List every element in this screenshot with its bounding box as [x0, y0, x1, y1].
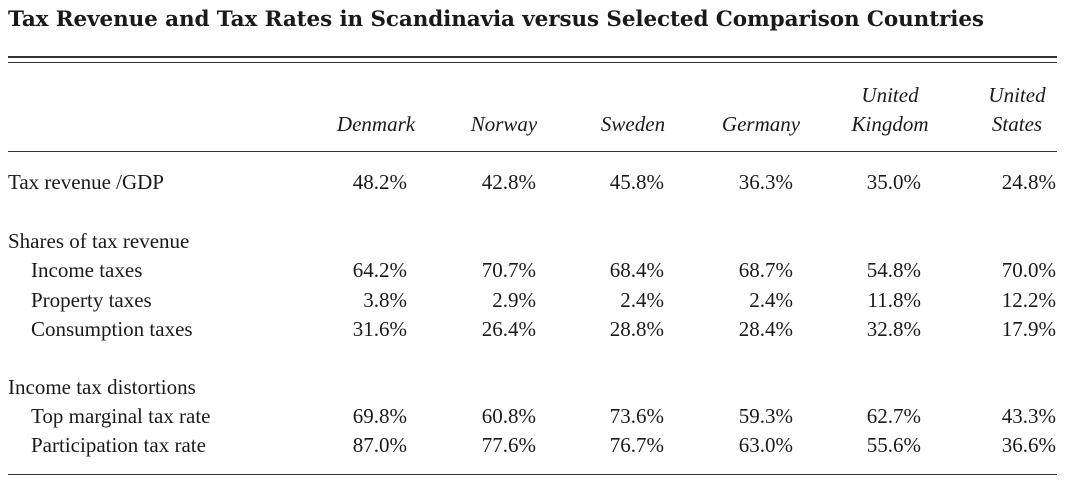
table-cell: 73.6% [609, 404, 664, 428]
table-cell: 3.8% [363, 288, 407, 312]
table-cell: 59.3% [738, 404, 793, 428]
table-cell: 35.0% [866, 170, 921, 194]
column-header: United Kingdom [820, 81, 960, 139]
column-header-line2: Denmark [336, 112, 416, 136]
table-cell: 32.8% [866, 317, 921, 341]
column-header: Denmark [306, 81, 446, 139]
table-cell: 48.2% [352, 170, 407, 194]
table-cell: 45.8% [609, 170, 664, 194]
column-header-line1 [691, 81, 831, 110]
table-cell: 11.8% [867, 288, 921, 312]
table-cell: 36.3% [738, 170, 793, 194]
column-header-line1 [306, 81, 446, 110]
column-header: Germany [691, 81, 831, 139]
column-header: Norway [434, 81, 574, 139]
column-header-line2: Sweden [600, 112, 666, 136]
table-cell: 55.6% [866, 433, 921, 457]
table-cell: 62.7% [866, 404, 921, 428]
column-header-line2: Kingdom [851, 112, 929, 136]
table-cell: 24.8% [1001, 170, 1056, 194]
section-heading: Shares of tax revenue [8, 229, 190, 253]
row-label: Consumption taxes [31, 317, 193, 341]
table-cell: 12.2% [1001, 288, 1056, 312]
table-cell: 28.4% [738, 317, 793, 341]
table-cell: 2.4% [749, 288, 793, 312]
column-header: United States [947, 81, 1085, 139]
bottom-rule [8, 474, 1057, 475]
table-cell: 76.7% [609, 433, 664, 457]
table-cell: 28.8% [609, 317, 664, 341]
table-title: Tax Revenue and Tax Rates in Scandinavia… [8, 7, 984, 32]
table-cell: 63.0% [738, 433, 793, 457]
row-label: Income taxes [31, 258, 143, 282]
table-cell: 70.0% [1001, 258, 1056, 282]
column-header-line1: United [861, 83, 919, 107]
table-cell: 69.8% [352, 404, 407, 428]
column-header-line2: Norway [470, 112, 538, 136]
table-cell: 60.8% [481, 404, 536, 428]
table-cell: 70.7% [481, 258, 536, 282]
table-cell: 77.6% [481, 433, 536, 457]
row-label: Participation tax rate [31, 433, 206, 457]
top-rule [8, 56, 1057, 58]
column-header-line2: Germany [721, 112, 801, 136]
table-cell: 68.4% [609, 258, 664, 282]
table-cell: 2.9% [492, 288, 536, 312]
top-rule-thin [8, 62, 1057, 63]
section-heading: Income tax distortions [8, 375, 196, 399]
table-cell: 64.2% [352, 258, 407, 282]
table-cell: 43.3% [1001, 404, 1056, 428]
header-rule [8, 151, 1057, 152]
column-header-line1: United [988, 83, 1046, 107]
table-cell: 31.6% [352, 317, 407, 341]
column-header-line1 [563, 81, 703, 110]
table-cell: 36.6% [1001, 433, 1056, 457]
table-cell: 87.0% [352, 433, 407, 457]
table-cell: 54.8% [866, 258, 921, 282]
column-header-line2: States [991, 112, 1043, 136]
table-cell: 17.9% [1001, 317, 1056, 341]
table-cell: 68.7% [738, 258, 793, 282]
table-cell: 2.4% [620, 288, 664, 312]
column-header: Sweden [563, 81, 703, 139]
table-cell: 42.8% [481, 170, 536, 194]
row-label: Tax revenue /GDP [8, 170, 164, 194]
column-header-line1 [434, 81, 574, 110]
row-label: Property taxes [31, 288, 152, 312]
table-cell: 26.4% [481, 317, 536, 341]
row-label: Top marginal tax rate [31, 404, 211, 428]
